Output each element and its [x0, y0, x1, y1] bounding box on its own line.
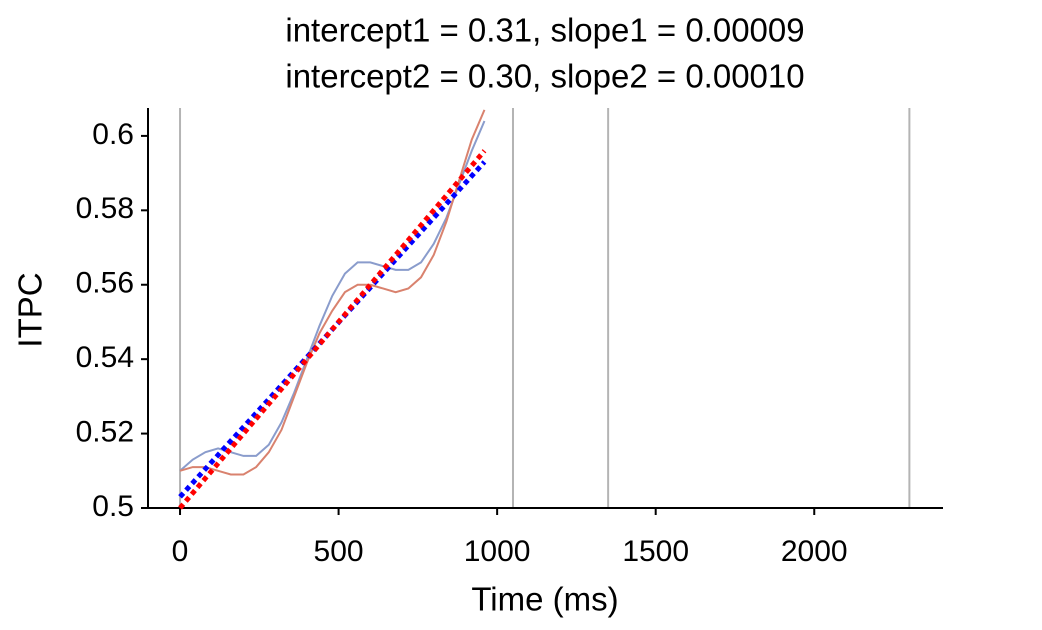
chart-title: intercept2 = 0.30, slope2 = 0.00010 — [285, 58, 804, 95]
y-tick-label: 0.6 — [92, 118, 134, 151]
x-tick-label: 0 — [172, 535, 189, 568]
x-tick-label: 1000 — [464, 535, 531, 568]
y-tick-label: 0.56 — [76, 267, 134, 300]
data-line — [179, 109, 486, 476]
x-tick-label: 1500 — [622, 535, 689, 568]
chart-title: intercept1 = 0.31, slope1 = 0.00009 — [285, 12, 804, 49]
y-tick-label: 0.54 — [76, 341, 134, 374]
y-tick-label: 0.5 — [92, 490, 134, 523]
y-axis-label: ITPC — [12, 272, 49, 347]
data-line — [179, 120, 486, 472]
y-tick-label: 0.52 — [76, 416, 134, 449]
y-tick-label: 0.58 — [76, 192, 134, 225]
x-tick-label: 500 — [314, 535, 364, 568]
fit-line — [178, 149, 487, 510]
x-tick-label: 2000 — [781, 535, 848, 568]
x-axis-label: Time (ms) — [471, 581, 618, 618]
